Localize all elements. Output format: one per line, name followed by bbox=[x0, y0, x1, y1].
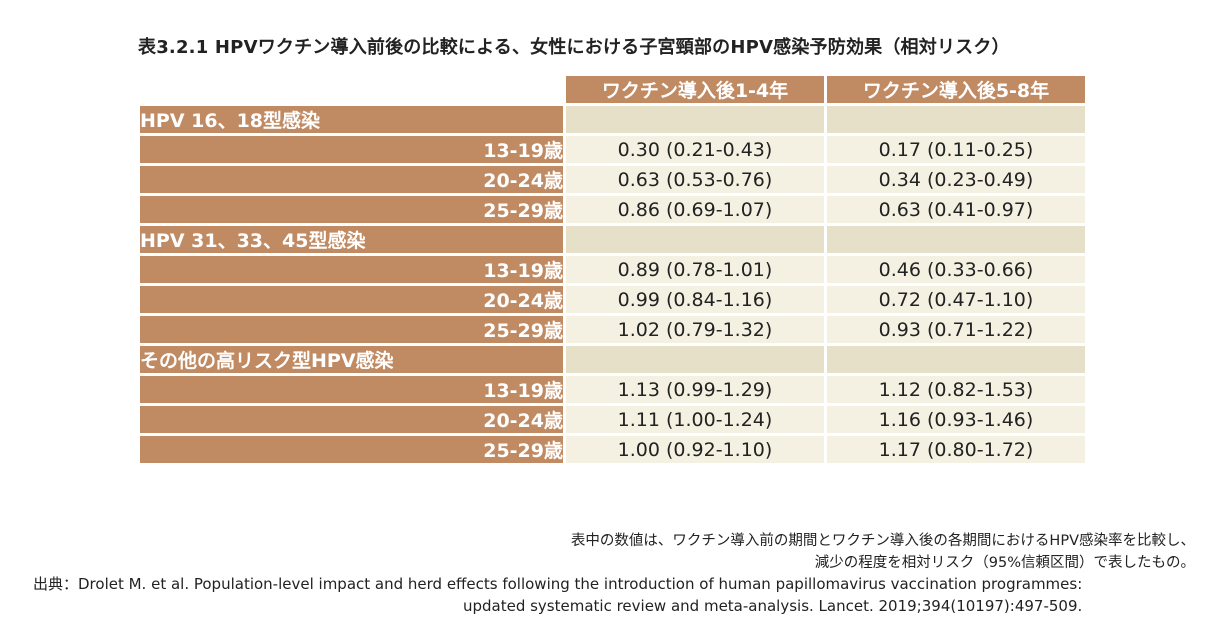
group-fill-cell bbox=[566, 106, 824, 133]
group-label: その他の高リスク型HPV感染 bbox=[140, 346, 563, 373]
age-group-label: 13-19歳 bbox=[140, 256, 563, 283]
table-row: 25-29歳 0.86 (0.69-1.07) 0.63 (0.41-0.97) bbox=[140, 196, 1085, 223]
value-1-4-years: 1.02 (0.79-1.32) bbox=[566, 316, 824, 343]
age-group-label: 20-24歳 bbox=[140, 406, 563, 433]
group-row: その他の高リスク型HPV感染 bbox=[140, 346, 1085, 373]
value-5-8-years: 0.63 (0.41-0.97) bbox=[827, 196, 1085, 223]
value-1-4-years: 0.86 (0.69-1.07) bbox=[566, 196, 824, 223]
age-group-label: 25-29歳 bbox=[140, 436, 563, 463]
table-row: 13-19歳 0.30 (0.21-0.43) 0.17 (0.11-0.25) bbox=[140, 136, 1085, 163]
age-group-label: 20-24歳 bbox=[140, 286, 563, 313]
age-group-label: 13-19歳 bbox=[140, 376, 563, 403]
age-group-label: 25-29歳 bbox=[140, 196, 563, 223]
value-1-4-years: 0.63 (0.53-0.76) bbox=[566, 166, 824, 193]
column-header-1-4-years: ワクチン導入後1-4年 bbox=[566, 76, 824, 103]
value-5-8-years: 0.17 (0.11-0.25) bbox=[827, 136, 1085, 163]
value-5-8-years: 0.93 (0.71-1.22) bbox=[827, 316, 1085, 343]
group-row: HPV 31、33、45型感染 bbox=[140, 226, 1085, 253]
table-title: 表3.2.1 HPVワクチン導入前後の比較による、女性における子宮頸部のHPV感… bbox=[138, 37, 1010, 58]
group-fill-cell bbox=[827, 346, 1085, 373]
value-1-4-years: 0.99 (0.84-1.16) bbox=[566, 286, 824, 313]
group-row: HPV 16、18型感染 bbox=[140, 106, 1085, 133]
value-5-8-years: 1.16 (0.93-1.46) bbox=[827, 406, 1085, 433]
table-row: 13-19歳 1.13 (0.99-1.29) 1.12 (0.82-1.53) bbox=[140, 376, 1085, 403]
group-fill-cell bbox=[566, 226, 824, 253]
value-5-8-years: 0.34 (0.23-0.49) bbox=[827, 166, 1085, 193]
age-group-label: 13-19歳 bbox=[140, 136, 563, 163]
footnote-line-1: 表中の数値は、ワクチン導入前の期間とワクチン導入後の各期間におけるHPV感染率を… bbox=[570, 533, 1195, 549]
value-5-8-years: 1.12 (0.82-1.53) bbox=[827, 376, 1085, 403]
age-group-label: 20-24歳 bbox=[140, 166, 563, 193]
table-row: 20-24歳 0.63 (0.53-0.76) 0.34 (0.23-0.49) bbox=[140, 166, 1085, 193]
value-1-4-years: 1.11 (1.00-1.24) bbox=[566, 406, 824, 433]
citation: 出典：Drolet M. et al. Population-level imp… bbox=[33, 573, 1082, 617]
table-row: 13-19歳 0.89 (0.78-1.01) 0.46 (0.33-0.66) bbox=[140, 256, 1085, 283]
age-group-label: 25-29歳 bbox=[140, 316, 563, 343]
value-5-8-years: 1.17 (0.80-1.72) bbox=[827, 436, 1085, 463]
citation-line-1: 出典：Drolet M. et al. Population-level imp… bbox=[33, 575, 1083, 593]
value-1-4-years: 0.89 (0.78-1.01) bbox=[566, 256, 824, 283]
group-fill-cell bbox=[827, 106, 1085, 133]
group-fill-cell bbox=[827, 226, 1085, 253]
table-row: 20-24歳 1.11 (1.00-1.24) 1.16 (0.93-1.46) bbox=[140, 406, 1085, 433]
value-5-8-years: 0.72 (0.47-1.10) bbox=[827, 286, 1085, 313]
header-row: ワクチン導入後1-4年 ワクチン導入後5-8年 bbox=[140, 76, 1085, 103]
table-row: 25-29歳 1.02 (0.79-1.32) 0.93 (0.71-1.22) bbox=[140, 316, 1085, 343]
relative-risk-table: ワクチン導入後1-4年 ワクチン導入後5-8年 HPV 16、18型感染 13-1… bbox=[137, 73, 1088, 466]
value-1-4-years: 0.30 (0.21-0.43) bbox=[566, 136, 824, 163]
footnote-line-2: 減少の程度を相対リスク（95%信頼区間）で表したもの。 bbox=[814, 555, 1195, 571]
table-row: 20-24歳 0.99 (0.84-1.16) 0.72 (0.47-1.10) bbox=[140, 286, 1085, 313]
table-row: 25-29歳 1.00 (0.92-1.10) 1.17 (0.80-1.72) bbox=[140, 436, 1085, 463]
header-corner bbox=[140, 76, 563, 103]
value-1-4-years: 1.13 (0.99-1.29) bbox=[566, 376, 824, 403]
column-header-5-8-years: ワクチン導入後5-8年 bbox=[827, 76, 1085, 103]
citation-line-2: updated systematic review and meta-analy… bbox=[462, 597, 1083, 615]
group-label: HPV 16、18型感染 bbox=[140, 106, 563, 133]
group-label: HPV 31、33、45型感染 bbox=[140, 226, 563, 253]
value-5-8-years: 0.46 (0.33-0.66) bbox=[827, 256, 1085, 283]
value-1-4-years: 1.00 (0.92-1.10) bbox=[566, 436, 824, 463]
group-fill-cell bbox=[566, 346, 824, 373]
